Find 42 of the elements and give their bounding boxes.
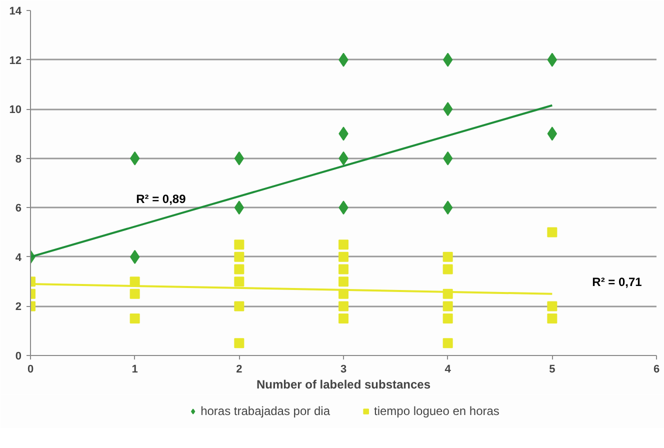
- y-tick-label: 6: [15, 202, 22, 215]
- y-tick-label: 10: [9, 104, 22, 116]
- point: [234, 252, 244, 262]
- point: [234, 264, 244, 274]
- point: [442, 338, 453, 348]
- point: [442, 252, 453, 262]
- point: [130, 314, 140, 324]
- point: [547, 227, 558, 238]
- legend-label: tiempo logueo en horas: [374, 404, 500, 418]
- point: [234, 240, 244, 250]
- point: [338, 276, 348, 287]
- point: [130, 288, 140, 299]
- y-tick-label: 0: [15, 350, 22, 362]
- x-tick-label: 2: [236, 364, 242, 376]
- point: [234, 338, 244, 348]
- x-tick-label: 5: [549, 364, 556, 376]
- point: [338, 314, 348, 324]
- point: [547, 301, 558, 312]
- point: [442, 301, 453, 312]
- y-tick-label: 14: [9, 6, 22, 18]
- x-tick-label: 1: [132, 364, 138, 376]
- x-axis-title: Number of labeled substances: [256, 378, 431, 392]
- legend-label: horas trabajadas por dia: [200, 404, 330, 418]
- point: [338, 301, 348, 312]
- y-tick-label: 2: [15, 301, 22, 314]
- point: [547, 314, 558, 324]
- y-tick-label: 8: [15, 153, 22, 166]
- point: [338, 240, 348, 250]
- x-tick-label: 4: [444, 364, 452, 376]
- point: [338, 252, 348, 262]
- annotation: R² = 0,89: [136, 192, 186, 206]
- point: [442, 314, 453, 324]
- point: [234, 276, 244, 287]
- x-tick-label: 3: [340, 364, 347, 376]
- annotation: R² = 0,71: [592, 274, 642, 289]
- x-tick-label: 6: [653, 364, 660, 376]
- point: [234, 301, 244, 312]
- y-tick-label: 12: [9, 54, 22, 67]
- x-tick-label: 0: [27, 364, 34, 376]
- y-tick-label: 4: [15, 252, 22, 264]
- point: [442, 264, 453, 274]
- point: [338, 264, 348, 274]
